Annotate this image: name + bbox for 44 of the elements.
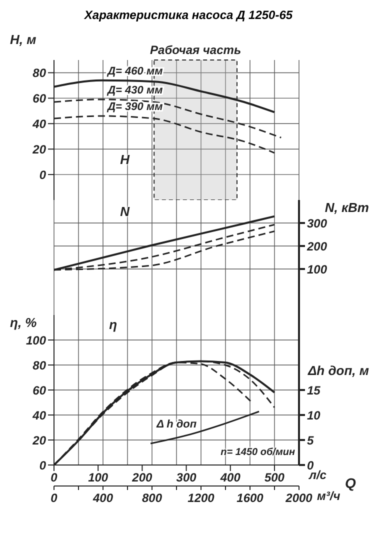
text: Q bbox=[345, 475, 356, 491]
series-label: Д= 390 мм bbox=[106, 101, 163, 113]
x2-tick-label: 1200 bbox=[188, 491, 215, 505]
x-tick-label: 200 bbox=[131, 470, 153, 485]
y-tick-label: 60 bbox=[32, 91, 46, 106]
y-tick-label: 80 bbox=[32, 358, 46, 372]
y2-axis-title: Δh доп, м bbox=[306, 363, 369, 378]
y2-tick-label: 100 bbox=[307, 262, 328, 276]
annotation: H bbox=[120, 152, 130, 167]
y2-tick-label: 200 bbox=[306, 239, 328, 254]
y-tick-label: 20 bbox=[32, 433, 46, 448]
x2-tick-label: 0 bbox=[50, 491, 58, 505]
x-tick-label: 400 bbox=[219, 470, 241, 485]
annotation: n= 1450 об/мин bbox=[220, 447, 295, 458]
series-label: Д= 430 мм bbox=[106, 84, 163, 96]
y-tick-label: 40 bbox=[32, 116, 46, 131]
annotation: N bbox=[120, 204, 130, 219]
y2-tick-label: 15 bbox=[307, 383, 321, 398]
x2-tick-label: 400 bbox=[92, 491, 114, 505]
x2-tick-label: 1600 bbox=[236, 491, 264, 505]
y2-tick-label: 10 bbox=[307, 408, 321, 422]
y2-tick-label: 5 bbox=[307, 433, 314, 448]
x-tick-label: 300 bbox=[176, 470, 197, 485]
y-tick-label: 20 bbox=[32, 142, 46, 156]
chart-title: Характеристика насоса Д 1250-65 bbox=[83, 8, 294, 22]
annotation: η bbox=[109, 317, 118, 332]
y2-axis-title: N, кВт bbox=[324, 200, 369, 215]
x2-tick-label: 800 bbox=[142, 491, 162, 505]
y-axis-title: H, м bbox=[10, 32, 36, 47]
y-tick-label: 100 bbox=[26, 333, 46, 348]
y-axis-title: η, % bbox=[10, 315, 37, 330]
x2-axis-title: м³/ч bbox=[317, 489, 340, 503]
series-label: Δ h доп bbox=[156, 418, 197, 430]
x-tick-label: 500 bbox=[264, 470, 285, 485]
band-label: Рабочая часть bbox=[150, 43, 242, 57]
y-tick-label: 60 bbox=[32, 383, 46, 398]
y-tick-label: 0 bbox=[39, 458, 46, 472]
x-tick-label: 0 bbox=[50, 470, 58, 485]
y-tick-label: 0 bbox=[39, 168, 46, 182]
y-tick-label: 80 bbox=[32, 66, 46, 80]
y-tick-label: 40 bbox=[32, 408, 46, 422]
x-tick-label: 100 bbox=[88, 470, 108, 485]
y2-tick-label: 300 bbox=[307, 216, 328, 230]
x2-tick-label: 2000 bbox=[284, 491, 313, 505]
